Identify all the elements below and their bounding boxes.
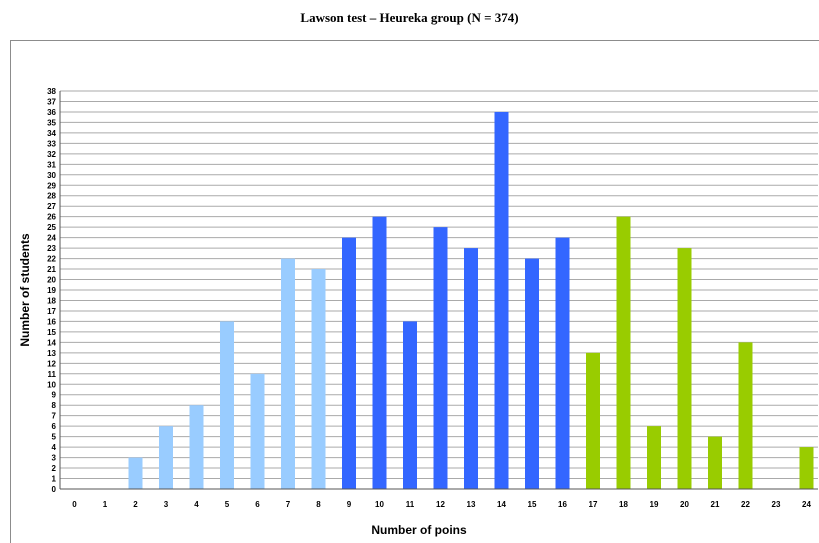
- bar-24: [799, 447, 814, 489]
- x-tick-label: 17: [589, 500, 598, 509]
- y-tick-label: 32: [47, 150, 56, 159]
- bar-9: [342, 237, 356, 489]
- y-tick-label: 33: [47, 139, 56, 148]
- y-tick-label: 10: [47, 380, 56, 389]
- x-tick-label: 15: [528, 500, 537, 509]
- bar-8: [311, 269, 326, 489]
- bar-11: [403, 321, 417, 489]
- y-tick-label: 11: [48, 370, 57, 379]
- x-tick-label: 1: [103, 500, 108, 509]
- bar-10: [372, 216, 387, 489]
- y-tick-label: 19: [47, 286, 56, 295]
- y-tick-label: 18: [47, 296, 56, 305]
- x-tick-label: 7: [286, 500, 291, 509]
- x-tick-label: 0: [72, 500, 77, 509]
- bar-5: [220, 321, 234, 489]
- y-tick-label: 23: [47, 244, 56, 253]
- bar-6: [250, 373, 265, 489]
- y-tick-label: 24: [47, 234, 56, 243]
- bar-2: [128, 457, 143, 489]
- y-tick-label: 13: [47, 349, 56, 358]
- x-tick-label: 2: [133, 500, 138, 509]
- y-tick-label: 26: [47, 213, 56, 222]
- bar-15: [525, 258, 539, 489]
- bar-20: [677, 248, 692, 489]
- x-tick-label: 19: [650, 500, 659, 509]
- y-tick-label: 6: [52, 422, 57, 431]
- y-tick-label: 8: [52, 401, 57, 410]
- y-tick-labels: 0123456789101112131415161718192021222324…: [47, 87, 56, 494]
- y-tick-label: 0: [52, 485, 57, 494]
- chart-frame: [10, 40, 819, 543]
- x-tick-label: 10: [375, 500, 384, 509]
- y-tick-label: 21: [47, 265, 56, 274]
- y-tick-label: 16: [47, 317, 56, 326]
- y-tick-label: 38: [47, 87, 56, 96]
- chart-title: Lawson test – Heureka group (N = 374): [300, 10, 519, 25]
- x-tick-label: 8: [316, 500, 321, 509]
- bar-22: [738, 342, 753, 489]
- x-tick-label: 5: [225, 500, 230, 509]
- y-tick-label: 37: [47, 97, 56, 106]
- y-tick-label: 12: [47, 359, 56, 368]
- y-tick-label: 3: [52, 454, 57, 463]
- y-tick-label: 31: [47, 160, 56, 169]
- x-axis-label: Number of poins: [371, 523, 467, 537]
- y-tick-label: 4: [52, 443, 57, 452]
- y-tick-label: 20: [47, 276, 56, 285]
- y-axis-label: Number of students: [18, 233, 32, 347]
- y-tick-label: 36: [47, 108, 56, 117]
- bar-21: [708, 436, 722, 489]
- y-tick-label: 27: [47, 202, 56, 211]
- x-tick-label: 21: [711, 500, 720, 509]
- y-tick-label: 22: [47, 255, 56, 264]
- x-tick-label: 23: [772, 500, 781, 509]
- y-tick-label: 2: [52, 464, 57, 473]
- bars: [128, 111, 814, 490]
- bar-4: [189, 405, 204, 489]
- x-tick-label: 22: [741, 500, 750, 509]
- x-tick-label: 24: [802, 500, 811, 509]
- y-tick-label: 5: [52, 433, 57, 442]
- y-tick-label: 25: [47, 223, 56, 232]
- x-tick-label: 3: [164, 500, 169, 509]
- bar-7: [281, 258, 295, 489]
- x-tick-label: 20: [680, 500, 689, 509]
- bar-13: [464, 248, 478, 489]
- y-tick-label: 17: [47, 307, 56, 316]
- bar-12: [433, 227, 448, 489]
- bar-3: [159, 426, 173, 489]
- y-tick-label: 9: [52, 391, 57, 400]
- x-tick-label: 12: [436, 500, 445, 509]
- y-tick-label: 29: [47, 181, 56, 190]
- x-tick-label: 14: [497, 500, 506, 509]
- y-tick-label: 34: [47, 129, 56, 138]
- bar-17: [586, 352, 600, 489]
- y-tick-label: 28: [47, 192, 56, 201]
- y-tick-label: 14: [47, 338, 56, 347]
- y-tick-label: 15: [47, 328, 56, 337]
- bar-14: [494, 111, 509, 490]
- x-tick-label: 4: [194, 500, 199, 509]
- bar-16: [555, 237, 570, 489]
- y-tick-label: 7: [52, 412, 57, 421]
- x-tick-label: 13: [467, 500, 476, 509]
- x-tick-label: 6: [255, 500, 260, 509]
- y-tick-label: 30: [47, 171, 56, 180]
- bar-19: [647, 426, 661, 489]
- x-tick-label: 11: [406, 500, 415, 509]
- x-tick-labels: 0 1 2 3 4 5 6 7 8 9 10 11 12 13 14 15 16 17 18 19 20 21 22 23 24: [72, 500, 811, 509]
- x-tick-label: 18: [619, 500, 628, 509]
- x-tick-label: 9: [347, 500, 352, 509]
- y-tick-label: 1: [52, 475, 57, 484]
- y-tick-label: 35: [47, 118, 56, 127]
- x-tick-label: 16: [558, 500, 567, 509]
- bar-18: [616, 216, 631, 489]
